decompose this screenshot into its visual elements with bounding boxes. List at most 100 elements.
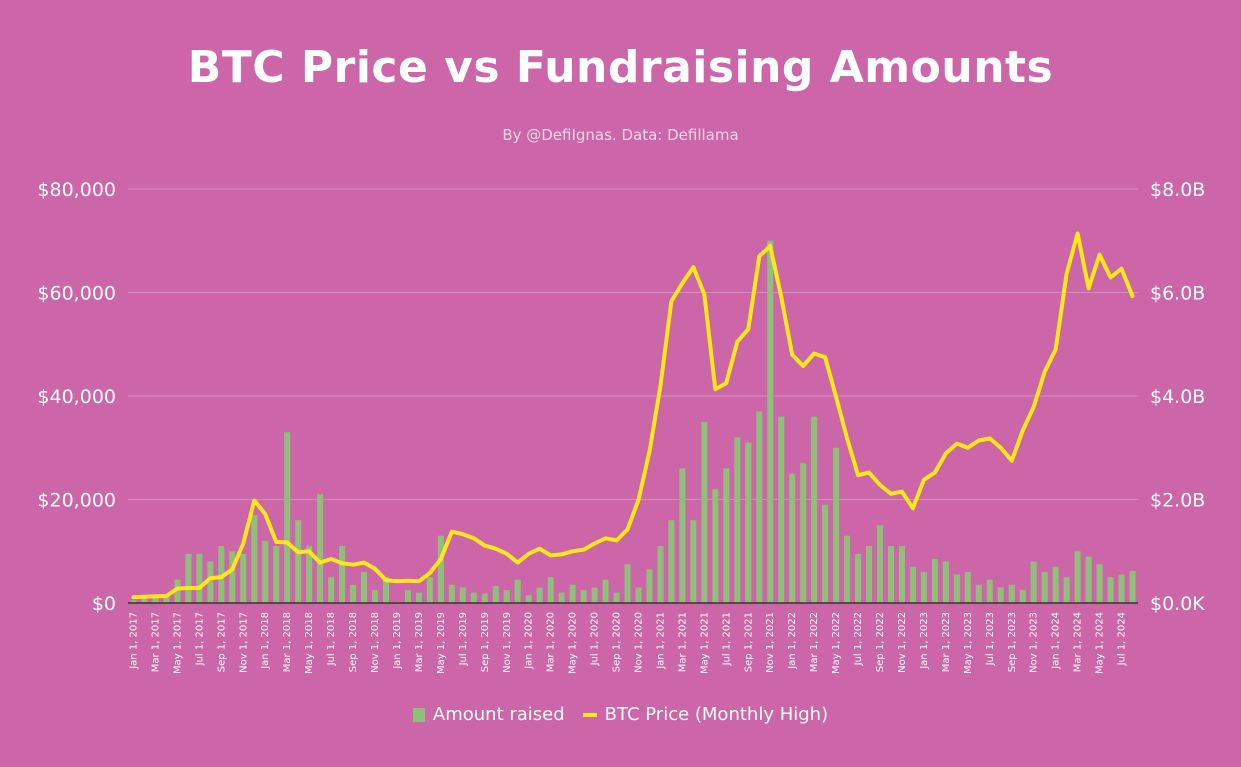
bar-amount-raised (887, 546, 895, 603)
bar-amount-raised (569, 584, 576, 603)
x-axis-tick-label: Mar 1, 2018 (282, 612, 293, 672)
bar-amount-raised (437, 535, 444, 603)
left-axis-tick-label: $0 (92, 593, 116, 615)
left-axis-tick-label: $80,000 (37, 179, 116, 201)
bar-amount-raised (997, 587, 1004, 603)
bar-amount-raised (811, 416, 818, 603)
bar-amount-raised (602, 579, 609, 603)
bar-amount-raised (635, 587, 642, 603)
bar-amount-raised (536, 587, 543, 603)
chart-subtitle: By @DefiIgnas. Data: Defillama (502, 126, 739, 144)
legend-label-amount-raised: Amount raised (432, 704, 565, 725)
bar-amount-raised (964, 571, 971, 603)
bar-amount-raised (470, 592, 477, 603)
x-axis-tick-label: May 1, 2020 (568, 612, 579, 674)
bar-amount-raised (295, 520, 302, 603)
bar-amount-raised (350, 584, 357, 603)
bar-swatch-icon (412, 707, 425, 722)
bar-amount-raised (1030, 561, 1037, 603)
x-axis-tick-label: Jan 1, 2018 (260, 612, 271, 670)
x-axis-tick-label: Nov 1, 2018 (370, 612, 381, 673)
bar-amount-raised (701, 421, 708, 603)
x-axis-tick-label: Nov 1, 2019 (502, 612, 513, 673)
bar-amount-raised (822, 504, 829, 603)
bar-amount-raised (481, 593, 488, 603)
x-axis-tick-label: Jan 1, 2019 (392, 612, 403, 670)
x-axis-tick-label: Jan 1, 2024 (1051, 612, 1062, 670)
bar-amount-raised (196, 553, 203, 603)
bar-amount-raised (898, 546, 905, 603)
x-axis-tick-label: Jul 1, 2018 (326, 612, 337, 666)
bar-amount-raised (1118, 574, 1125, 603)
bar-amount-raised (953, 574, 960, 603)
bar-amount-raised (404, 590, 411, 603)
bar-amount-raised (163, 595, 170, 603)
x-axis-tick-label: May 1, 2021 (699, 612, 710, 674)
bar-amount-raised (756, 411, 763, 603)
bar-amount-raised (931, 559, 938, 603)
x-axis-tick-label: May 1, 2023 (963, 612, 974, 674)
bar-amount-raised (251, 515, 258, 603)
x-axis-tick-label: Mar 1, 2024 (1073, 612, 1084, 672)
bar-amount-raised (789, 473, 796, 603)
bar-amount-raised (712, 489, 719, 603)
bar-amount-raised (1085, 556, 1092, 603)
right-axis-tick-label: $2.0B (1150, 490, 1205, 512)
bar-amount-raised (833, 447, 840, 603)
x-axis-tick-label: Jul 1, 2020 (590, 612, 601, 666)
bar-amount-raised (1063, 577, 1070, 603)
x-axis-tick-label: May 1, 2022 (831, 612, 842, 674)
bar-amount-raised (866, 546, 873, 603)
x-axis-tick-label: Sep 1, 2018 (348, 612, 359, 672)
bar-amount-raised (371, 590, 379, 603)
bar-amount-raised (426, 577, 433, 603)
x-axis-tick-label: Nov 1, 2020 (633, 612, 644, 673)
x-axis-tick-label: Nov 1, 2017 (238, 612, 249, 673)
bar-amount-raised (1096, 564, 1103, 603)
bar-amount-raised (1129, 570, 1136, 603)
x-axis-tick-label: May 1, 2019 (436, 612, 447, 674)
bar-amount-raised (328, 577, 335, 603)
bar-amount-raised (152, 595, 159, 603)
bar-amount-raised (668, 520, 675, 603)
x-axis-tick-label: Jan 1, 2021 (655, 612, 666, 670)
bar-amount-raised (1074, 551, 1081, 603)
bar-amount-raised (382, 577, 390, 603)
bar-amount-raised (909, 566, 916, 603)
bar-amount-raised (855, 553, 862, 603)
btc-price-line (131, 231, 1135, 600)
bar-amount-raised (1052, 566, 1059, 603)
bar-amount-raised (547, 577, 554, 603)
bar-amount-raised (734, 437, 741, 603)
bar-amount-raised (273, 546, 280, 603)
legend-item-btc-price[interactable]: BTC Price (Monthly High) (582, 704, 828, 725)
x-axis-tick-label: Jul 1, 2021 (721, 612, 732, 666)
bar-amount-raised (690, 520, 697, 603)
bar-amount-raised (207, 561, 214, 603)
bar-amount-raised (361, 571, 368, 603)
bar-amount-raised (624, 564, 631, 603)
x-axis-tick-label: Mar 1, 2020 (546, 612, 557, 672)
bar-amount-raised (262, 540, 269, 603)
bar-amount-raised (448, 584, 455, 603)
bar-amount-raised (975, 584, 982, 603)
bar-amount-raised (876, 525, 884, 603)
right-axis-tick-label: $0.0K (1150, 593, 1205, 615)
bar-amount-raised (240, 553, 247, 603)
bar-amount-raised (229, 551, 236, 603)
x-axis-tick-label: Sep 1, 2019 (480, 612, 491, 672)
x-axis-tick-label: Mar 1, 2021 (677, 612, 688, 672)
bar-amount-raised (778, 416, 785, 603)
x-axis-tick-label: Jan 1, 2022 (787, 612, 798, 670)
right-axis-tick-label: $6.0B (1150, 283, 1205, 305)
bar-amount-raised (218, 546, 225, 603)
bar-amount-raised (646, 569, 653, 603)
bar-amount-raised (492, 585, 499, 603)
bar-amount-raised (1107, 577, 1114, 603)
bar-amount-raised (613, 592, 620, 603)
legend-item-amount-raised[interactable]: Amount raised (412, 704, 565, 725)
bar-amount-raised (514, 579, 521, 603)
bar-amount-raised (459, 587, 466, 603)
bar-amount-raised (185, 553, 192, 603)
